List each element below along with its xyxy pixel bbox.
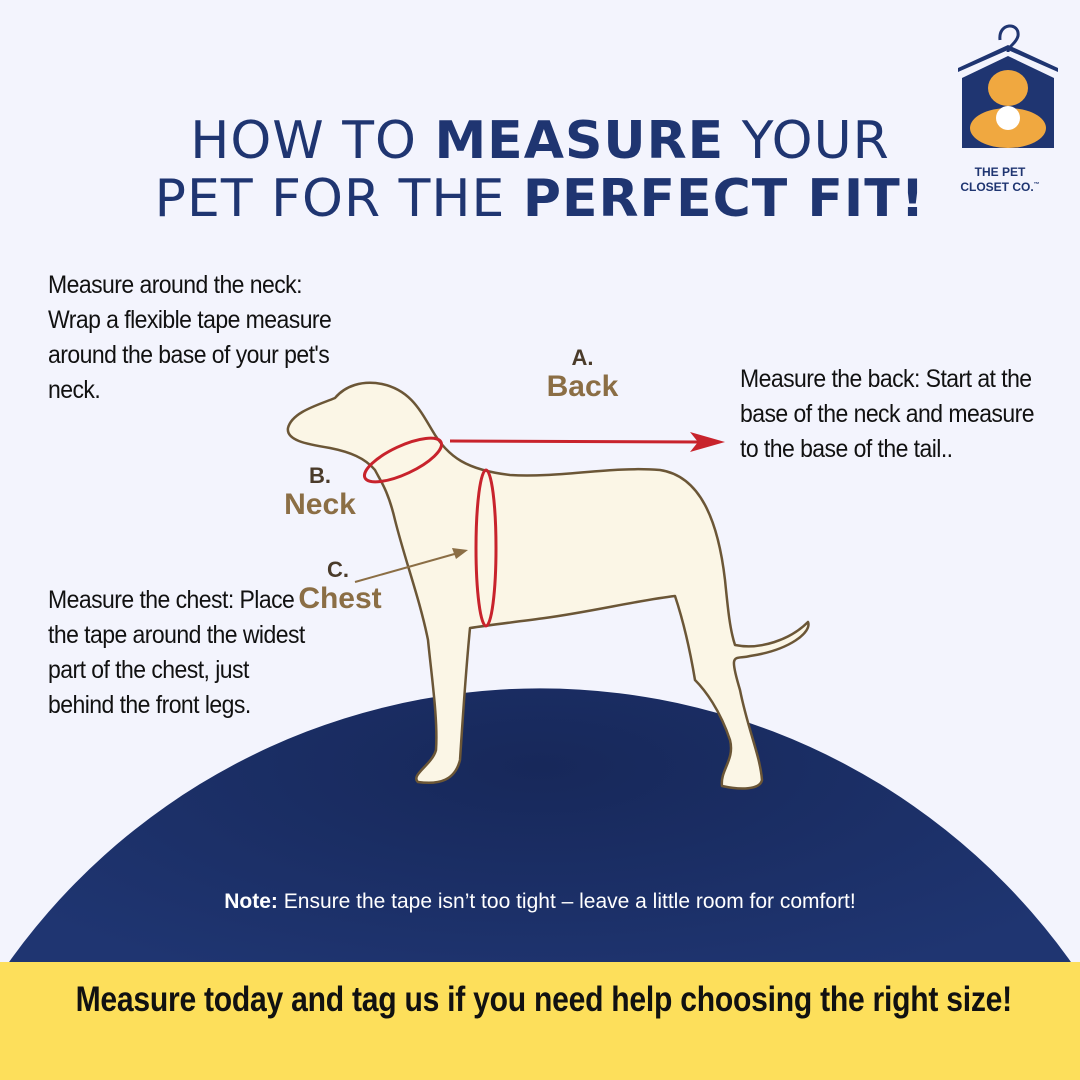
back-arrow [449,439,701,444]
chest-label: C. Chest [298,557,382,615]
cta-text: Measure today and tag us if you need hel… [75,980,1013,1019]
brand-logo-text: THE PET CLOSET CO.™ [960,165,1040,194]
page-title: HOW TO MEASURE YOUR PET FOR THE PERFECT … [154,111,926,229]
back-label: A. Back [546,345,619,403]
logo-icon [958,24,1058,148]
back-arrow-head [690,432,725,452]
chest-arrow [354,552,459,583]
neck-tape [362,436,444,484]
dog-illustration [286,381,810,790]
chest-arrow-head [452,548,468,559]
neck-instruction: Measure around the neck: Wrap a flexible… [48,271,332,404]
cta-banner [0,962,1080,1080]
chest-instruction: Measure the chest: Place the tape around… [48,586,305,719]
back-instruction: Measure the back: Start at the base of t… [740,365,1035,463]
neck-label: B. Neck [284,463,356,521]
chest-tape [474,468,498,628]
note-text: Note: Ensure the tape isn’t too tight – … [224,890,856,913]
